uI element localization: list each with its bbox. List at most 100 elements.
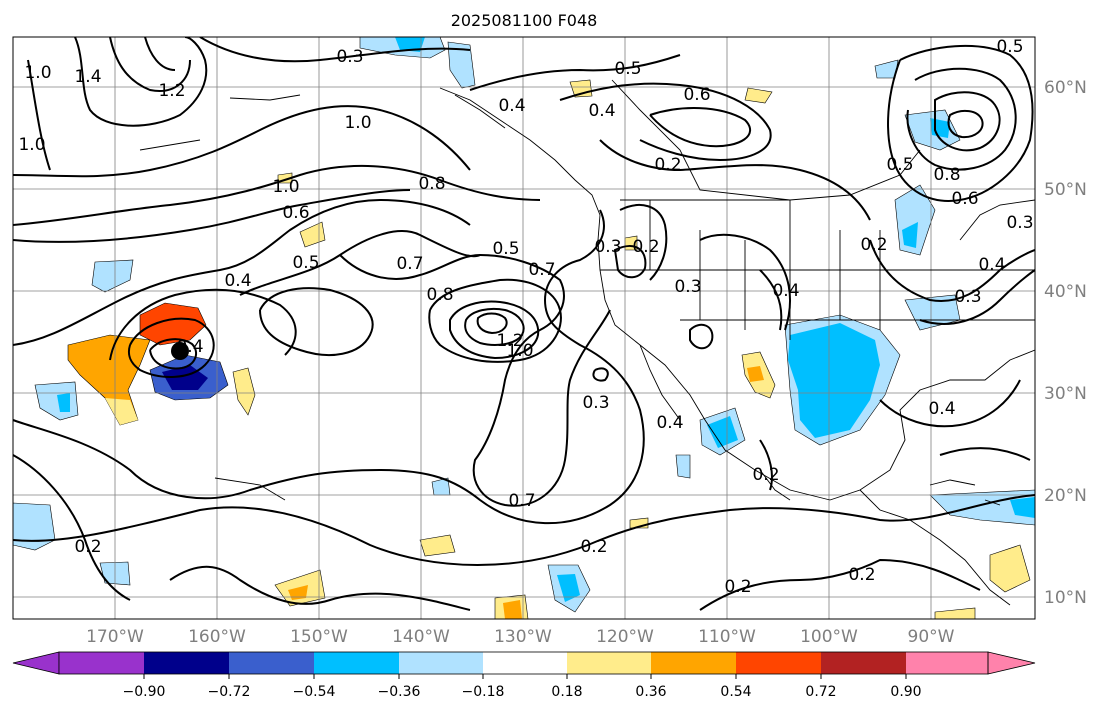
- contour-0p7-loop: [339, 253, 611, 507]
- contour-bering-a: [109, 37, 191, 92]
- contour-label: 0.3: [594, 237, 621, 257]
- map-frame: [12, 36, 1036, 620]
- contour-label: 0.5: [996, 37, 1023, 57]
- contour-label: 0.6: [951, 189, 978, 209]
- longitude-labels: 170°W 160°W 150°W 140°W 130°W 120°W 110°…: [86, 627, 955, 647]
- contour-label: 0.8: [933, 165, 960, 185]
- contour-label: 1.0: [506, 341, 533, 361]
- lon-label: 90°W: [908, 627, 955, 647]
- lon-label: 160°W: [188, 627, 246, 647]
- contour-label: 0.8: [426, 285, 453, 305]
- contour-0p4-us: [759, 269, 783, 331]
- shade-pos-10n-a-core: [288, 585, 308, 600]
- colorbar-tick-label: −0.90: [123, 684, 166, 700]
- contour-0p8: [428, 278, 562, 363]
- contour-labrador-mid: [906, 67, 1017, 171]
- contour-label: 0.6: [683, 85, 710, 105]
- contour-labrador-core: [947, 109, 984, 139]
- contour-0p4-ne: [469, 54, 681, 91]
- contour-0p2-carib: [939, 447, 1031, 461]
- colorbar-tick-label: 0.18: [551, 684, 582, 700]
- colorbar-extend-low: [12, 651, 60, 675]
- contour-label: 0.4: [588, 101, 615, 121]
- shade-neg-20n-west: [13, 502, 56, 551]
- contour-label-layer: 0.3 0.5 0.4 0.6 0.2 1.0 1.4 1.0 1.2 1.0 …: [18, 37, 1033, 597]
- shade-pos-10n-b-core: [503, 600, 522, 619]
- colorbar-tick-label: 0.72: [805, 684, 836, 700]
- map-title: 2025081100 F048: [451, 11, 598, 30]
- lat-label: 50°N: [1044, 180, 1087, 200]
- shade-pos-storm-east: [232, 367, 256, 416]
- contour-label: 0.4: [772, 281, 799, 301]
- colorbar-segment: [59, 652, 144, 674]
- contour-label: 0.2: [74, 537, 101, 557]
- colorbar-tick-label: −0.18: [462, 684, 505, 700]
- colorbar-frame: [58, 651, 989, 675]
- colorbar-tick-label: −0.72: [208, 684, 251, 700]
- contour-1p0-north: [13, 105, 471, 178]
- colorbar-segment: [144, 652, 229, 674]
- shade-neg-midpac-west: [91, 259, 134, 293]
- lon-label: 110°W: [698, 627, 756, 647]
- contour-label: 1.2: [496, 331, 523, 351]
- contour-1p2: [464, 307, 525, 346]
- lat-label: 10°N: [1044, 588, 1087, 608]
- lon-label: 150°W: [290, 627, 348, 647]
- contour-0p3-loop: [259, 287, 374, 356]
- contour-1p4-inner: [476, 312, 508, 335]
- shade-pos-storm-west-outer: [105, 398, 138, 425]
- contour-label: 0.2: [654, 155, 681, 175]
- shade-neg-10n-c-core: [557, 574, 580, 602]
- colorbar-segment: [906, 652, 988, 674]
- colorbar-tick-label: 0.90: [890, 684, 921, 700]
- colorbar-segment: [567, 652, 651, 674]
- shade-alaska-coast: [447, 41, 476, 89]
- shade-neg-greatlakes-core: [902, 222, 918, 248]
- contour-0p3-north: [199, 37, 471, 63]
- shade-pos-mexico-core: [747, 366, 764, 382]
- contour-label: 1.0: [272, 177, 299, 197]
- contour-0p4-east: [919, 269, 1035, 325]
- shade-pos-central-am: [989, 544, 1031, 593]
- contour-label: 0.5: [292, 253, 319, 273]
- contour-label: 0.2: [724, 577, 751, 597]
- colorbar-tick-label: 0.54: [720, 684, 751, 700]
- colorbar-segment: [483, 652, 567, 674]
- lon-label: 170°W: [86, 627, 144, 647]
- shade-pos-storm-core: [139, 302, 207, 346]
- contour-label: 1.0: [18, 135, 45, 155]
- shade-pos-far-east: [934, 607, 976, 619]
- lat-label: 20°N: [1044, 486, 1087, 506]
- colorbar-segment: [736, 652, 821, 674]
- contour-label: 0.5: [614, 59, 641, 79]
- contour-label: 0.2: [632, 237, 659, 257]
- contour-0p6-north: [13, 189, 411, 243]
- contour-0p3-east: [869, 239, 1035, 302]
- colorbar: −0.90 −0.72 −0.54 −0.36 −0.18 0.18 0.36 …: [12, 651, 1036, 700]
- shade-pos-canada: [744, 87, 773, 104]
- contour-label: 1.0: [24, 63, 51, 83]
- contour-label: 1.0: [344, 113, 371, 133]
- contour-label: 0.3: [336, 47, 363, 67]
- latitude-labels: 60°N 50°N 40°N 30°N 20°N 10°N: [1044, 78, 1087, 608]
- lon-label: 130°W: [494, 627, 552, 647]
- contour-0p3-us: [619, 204, 668, 281]
- colorbar-segment: [821, 652, 906, 674]
- contour-label: 0.2: [860, 235, 887, 255]
- colorbar-tick-label: −0.36: [378, 684, 421, 700]
- contour-label: 0.2: [580, 537, 607, 557]
- lat-label: 60°N: [1044, 78, 1087, 98]
- contour-1p0-nw2: [27, 59, 51, 171]
- storm-center-marker: [171, 342, 189, 360]
- contour-label: 0.2: [752, 465, 779, 485]
- contour-label: 0.2: [848, 565, 875, 585]
- shade-neg-caribbean-core: [1010, 497, 1035, 518]
- contour-label: 1.2: [158, 81, 185, 101]
- contour-0p4-midpac: [109, 288, 297, 361]
- colorbar-ticks: [143, 674, 907, 679]
- contour-label: 0.3: [954, 287, 981, 307]
- contour-storm-inner: [149, 338, 198, 370]
- lon-label: 120°W: [596, 627, 654, 647]
- coastlines: [139, 79, 1035, 606]
